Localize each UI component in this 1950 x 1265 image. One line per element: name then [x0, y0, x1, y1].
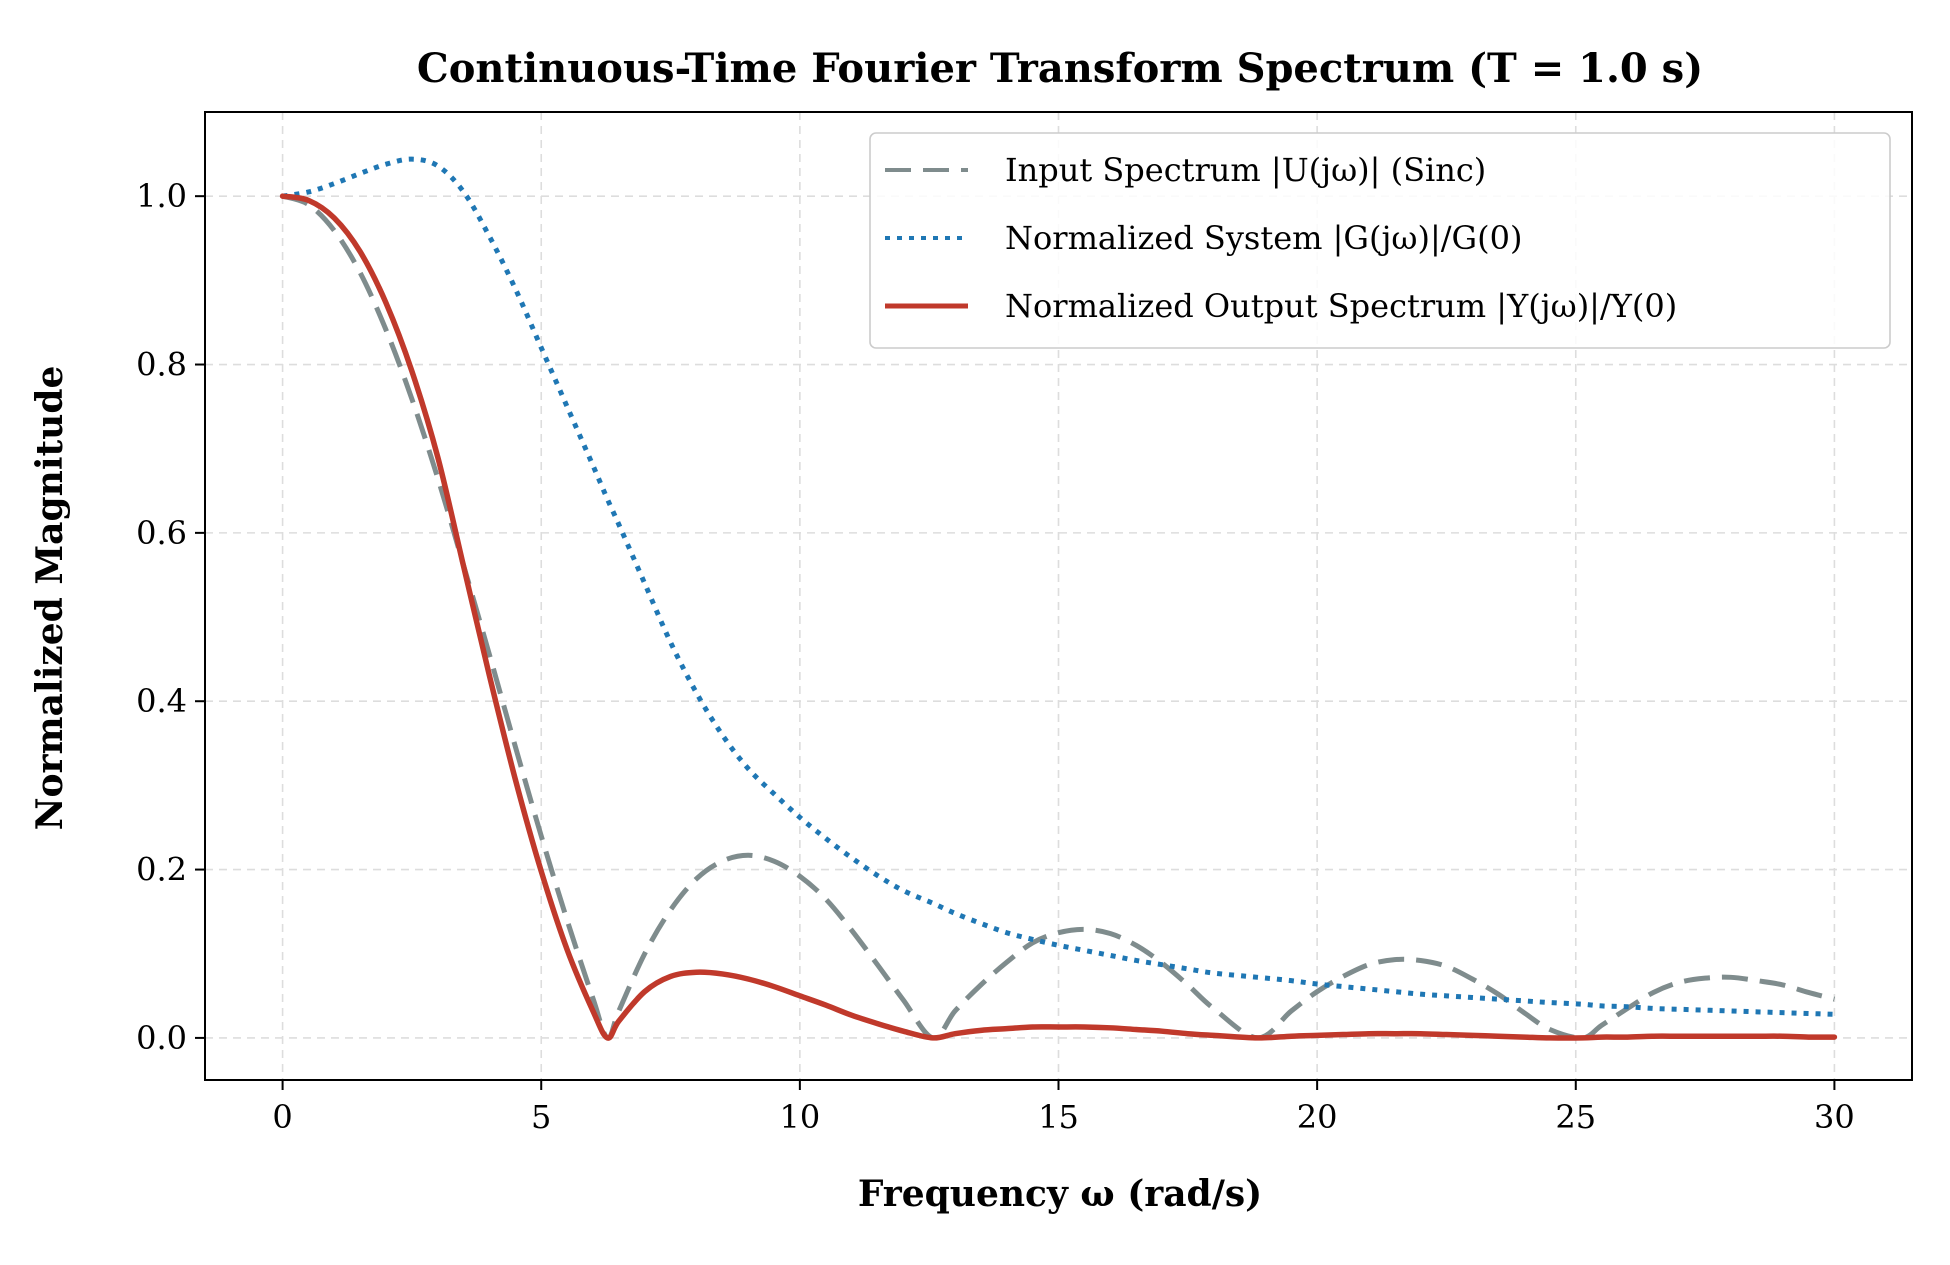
series-input-spectrum [281, 193, 1836, 1041]
y-tick-label: 0.0 [136, 1019, 187, 1057]
legend-label-output-spectrum: Normalized Output Spectrum |Y(jω)|/Y(0) [1005, 287, 1677, 325]
x-tick-label: 20 [1297, 1098, 1338, 1136]
y-tick-label: 0.6 [136, 514, 187, 552]
legend-box [869, 132, 1891, 349]
x-tick-label: 25 [1555, 1098, 1596, 1136]
x-tick-label: 5 [531, 1098, 551, 1136]
x-tick-label: 30 [1814, 1098, 1855, 1136]
y-tick-label: 0.2 [136, 851, 187, 889]
series-normalized-system [282, 156, 1835, 1017]
series-output-spectrum [279, 193, 1838, 1041]
y-tick-label: 1.0 [136, 177, 187, 215]
y-tick-label: 0.8 [136, 346, 187, 384]
legend: Input Spectrum |U(jω)| (Sinc) Normalized… [869, 132, 1891, 349]
tick-layer: 0 5 10 15 20 25 30 0.0 0.2 0.4 0.6 0.8 1.0 [136, 177, 1855, 1136]
legend-label-input-spectrum: Input Spectrum |U(jω)| (Sinc) [1005, 151, 1486, 189]
x-tick-label: 15 [1038, 1098, 1079, 1136]
x-axis-label: Frequency ω (rad/s) [858, 1173, 1262, 1215]
y-tick-label: 0.4 [136, 682, 187, 720]
y-axis-label: Normalized Magnitude [29, 366, 71, 831]
x-tick-label: 0 [272, 1098, 292, 1136]
legend-label-normalized-system: Normalized System |G(jω)|/G(0) [1005, 219, 1522, 257]
chart-title: Continuous-Time Fourier Transform Spectr… [417, 45, 1703, 92]
x-tick-label: 10 [780, 1098, 821, 1136]
series-layer [279, 156, 1838, 1041]
